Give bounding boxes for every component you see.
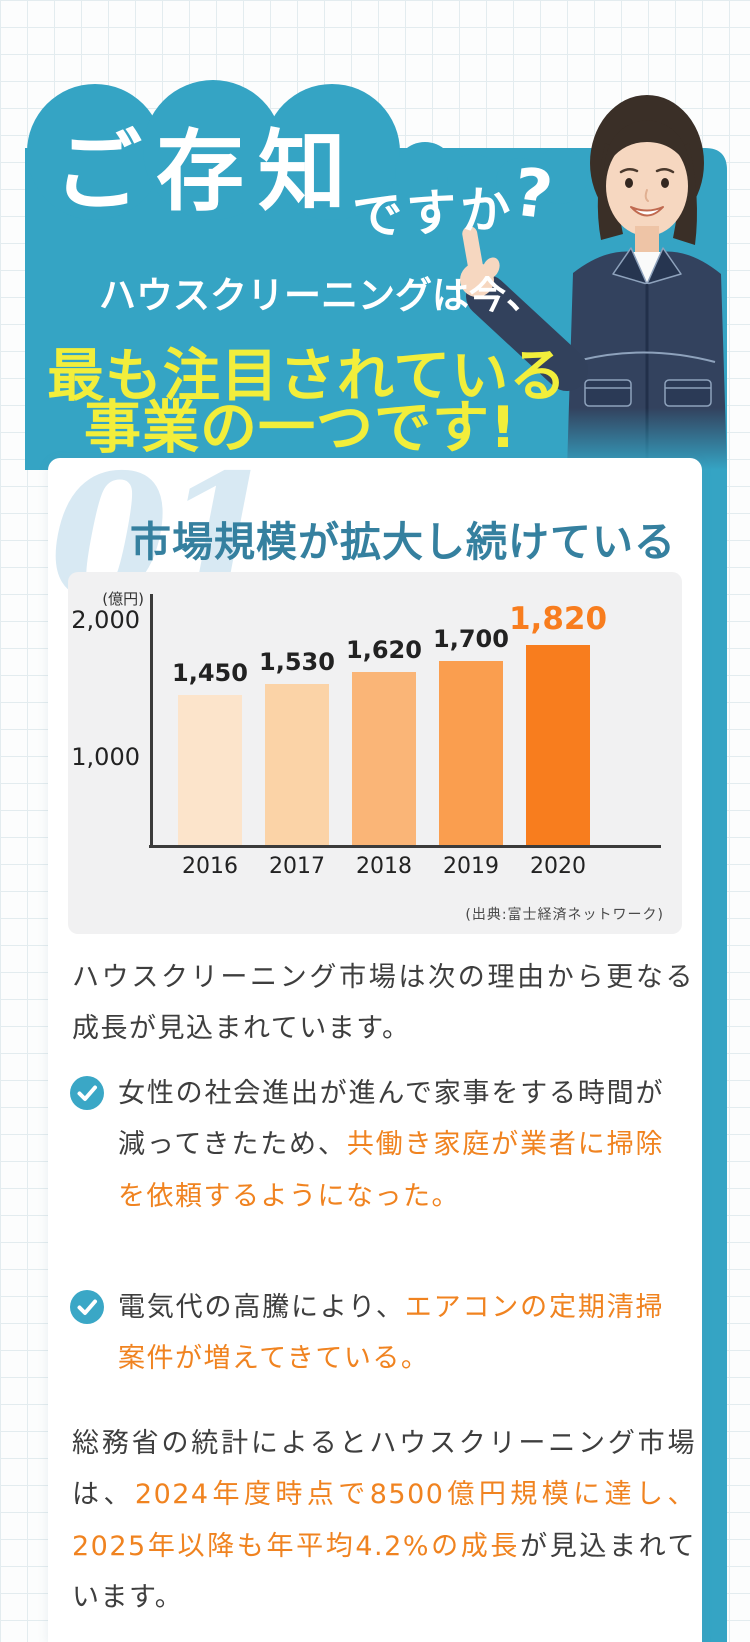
hero-highlight-line2: 事業の一つです! [84, 395, 517, 461]
chart-plot: 1,450 2016 1,530 2017 1,620 2018 1,700 2019 1,82… [152, 600, 657, 879]
bar-value-label: 1,820 [508, 601, 608, 637]
hero-title-suffix: ですか? [350, 153, 561, 247]
chart-bar-2019 [439, 661, 503, 845]
chart-bar-2018 [352, 672, 416, 845]
chart-y-axis-line [150, 594, 153, 847]
market-size-chart: (億円) 2,000 1,000 1,450 2016 1,530 2017 1,620 2… [68, 572, 682, 934]
body-paragraph-1: ハウスクリーニング市場は次の理由から更なる成長が見込まれています。 [72, 962, 694, 1045]
hero-highlight-line1: 最も注目されている [47, 343, 568, 409]
hero-background-shape [25, 80, 727, 470]
right-teal-band [700, 300, 727, 1642]
check-circle-icon [70, 1076, 104, 1110]
chart-x-axis-line [149, 845, 661, 848]
x-axis-label: 2017 [269, 854, 325, 879]
bullet-text-2: 電気代の高騰により、エアコンの定期清掃案件が増えてきている。 [118, 1292, 664, 1375]
x-axis-label: 2018 [356, 854, 412, 879]
chart-bar-2020 [526, 645, 590, 845]
chart-bar-2017 [265, 684, 329, 845]
y-axis-tick: 1,000 [71, 742, 140, 771]
chart-y-ticks: 2,000 1,000 [68, 600, 140, 845]
chart-source: (出典:富士経済ネットワーク) [465, 907, 664, 923]
x-axis-label: 2016 [182, 854, 238, 879]
question-mark: ? [509, 153, 561, 236]
hero-title-suffix-text: ですか [351, 179, 516, 247]
chart-unit-label: (億円) [102, 590, 144, 608]
section-card: 01 市場規模が拡大し続けている (億円) 2,000 1,000 1,450 20… [48, 452, 702, 1642]
section-heading: 市場規模が拡大し続けている [130, 518, 676, 566]
x-axis-label: 2020 [530, 854, 586, 879]
hero-title: ご存知 [54, 120, 361, 223]
chart-bar-2016 [178, 695, 242, 845]
body-paragraph-2: 総務省の統計によるとハウスクリーニング市場は、2024年度時点で8500億円規模… [72, 1428, 696, 1613]
hero-subtitle: ハウスクリーニングは今、 [99, 274, 543, 317]
y-axis-tick: 2,000 [71, 606, 140, 635]
bullet-text-1: 女性の社会進出が進んで家事をする時間が減ってきたため、共働き家庭が業者に掃除を依… [118, 1078, 665, 1212]
bar-value-label: 1,530 [259, 648, 335, 676]
bar-value-label: 1,450 [172, 659, 248, 687]
bar-value-label: 1,620 [346, 636, 422, 664]
bullet-item-2: 電気代の高騰により、エアコンの定期清掃案件が増えてきている。 [70, 1282, 664, 1385]
check-circle-icon [70, 1290, 104, 1324]
bar-value-label: 1,700 [433, 625, 509, 653]
bullet-item-1: 女性の社会進出が進んで家事をする時間が減ってきたため、共働き家庭が業者に掃除を依… [70, 1068, 664, 1222]
x-axis-label: 2019 [443, 854, 499, 879]
